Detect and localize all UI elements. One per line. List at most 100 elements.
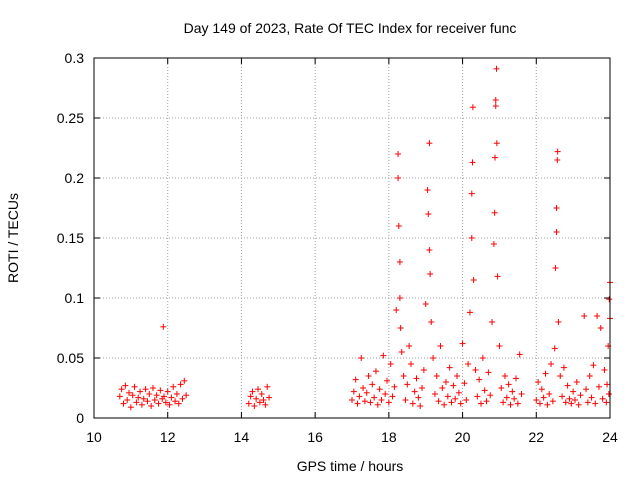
data-point xyxy=(500,399,507,406)
data-point xyxy=(455,389,462,396)
data-point xyxy=(363,389,370,396)
data-point xyxy=(116,393,123,400)
data-point xyxy=(413,375,420,382)
data-point xyxy=(396,259,403,265)
data-point xyxy=(605,391,612,397)
data-point xyxy=(144,398,151,405)
data-point xyxy=(478,400,484,407)
data-point xyxy=(586,373,593,379)
data-point xyxy=(481,387,488,394)
data-point xyxy=(430,355,437,361)
data-point xyxy=(137,388,144,395)
data-point xyxy=(505,381,512,388)
data-point xyxy=(407,361,414,367)
data-point xyxy=(452,395,459,402)
data-point xyxy=(533,397,540,403)
data-point xyxy=(476,376,483,383)
data-point xyxy=(573,379,580,385)
data-point xyxy=(166,401,173,408)
data-point xyxy=(584,399,591,406)
data-point xyxy=(428,319,435,325)
data-point xyxy=(514,400,521,407)
chart-title: Day 149 of 2023, Rate Of TEC Index for r… xyxy=(184,20,517,36)
data-point xyxy=(135,394,142,401)
data-point xyxy=(479,355,486,361)
data-point xyxy=(175,400,182,407)
data-point xyxy=(606,296,613,303)
data-point xyxy=(516,351,523,358)
data-point xyxy=(491,209,498,216)
data-point xyxy=(444,393,451,400)
x-axis-title: GPS time / hours xyxy=(297,458,404,474)
data-point xyxy=(518,391,525,397)
data-point xyxy=(157,387,164,394)
data-point xyxy=(120,400,127,407)
data-point xyxy=(552,265,559,271)
data-point xyxy=(352,376,359,383)
data-point xyxy=(350,388,357,395)
data-point xyxy=(496,343,503,349)
data-point xyxy=(409,400,416,407)
x-tick-label: 22 xyxy=(528,429,544,445)
data-point xyxy=(446,364,453,371)
data-point xyxy=(253,395,260,402)
data-point xyxy=(493,140,500,147)
data-point xyxy=(483,398,490,405)
data-point xyxy=(472,367,479,373)
data-point xyxy=(160,323,167,330)
data-point xyxy=(249,388,256,395)
data-point xyxy=(425,211,432,217)
data-point xyxy=(583,386,590,393)
data-point xyxy=(493,65,500,72)
data-point xyxy=(433,373,440,379)
x-tick-label: 14 xyxy=(234,429,250,445)
data-point xyxy=(382,391,389,397)
data-point xyxy=(513,375,520,382)
data-point xyxy=(507,401,514,408)
x-tick-label: 10 xyxy=(86,429,102,445)
data-point xyxy=(155,400,162,407)
data-point xyxy=(490,241,497,247)
data-point xyxy=(498,385,505,391)
data-point xyxy=(356,393,363,400)
x-tick-label: 16 xyxy=(307,429,323,445)
data-point xyxy=(354,400,361,407)
data-point xyxy=(551,345,558,352)
data-point xyxy=(509,388,516,395)
data-point xyxy=(427,271,434,277)
y-tick-label: 0.25 xyxy=(57,110,84,126)
data-point xyxy=(503,394,510,401)
data-point xyxy=(594,313,601,319)
data-point xyxy=(468,190,475,197)
data-point xyxy=(431,391,438,397)
data-point xyxy=(590,362,597,369)
data-point xyxy=(258,391,265,397)
data-point xyxy=(422,301,429,307)
data-point xyxy=(570,388,577,395)
y-tick-label: 0.2 xyxy=(65,170,85,186)
data-point xyxy=(133,399,140,406)
data-point xyxy=(435,398,442,405)
data-point xyxy=(168,394,175,401)
data-point xyxy=(384,377,391,384)
data-point xyxy=(492,103,499,109)
grid-lines xyxy=(94,58,610,418)
data-point xyxy=(564,382,571,389)
data-point xyxy=(553,205,560,211)
data-point xyxy=(454,373,461,379)
data-point xyxy=(463,397,470,403)
data-point xyxy=(360,385,367,391)
data-point xyxy=(172,398,179,405)
data-point xyxy=(380,352,387,359)
data-point xyxy=(255,386,262,393)
data-point xyxy=(426,247,433,253)
data-point xyxy=(546,391,553,397)
data-point xyxy=(459,340,466,347)
data-point xyxy=(173,391,180,397)
data-point xyxy=(126,389,133,396)
data-point xyxy=(146,391,153,397)
data-point xyxy=(468,235,475,241)
data-point xyxy=(441,401,448,408)
